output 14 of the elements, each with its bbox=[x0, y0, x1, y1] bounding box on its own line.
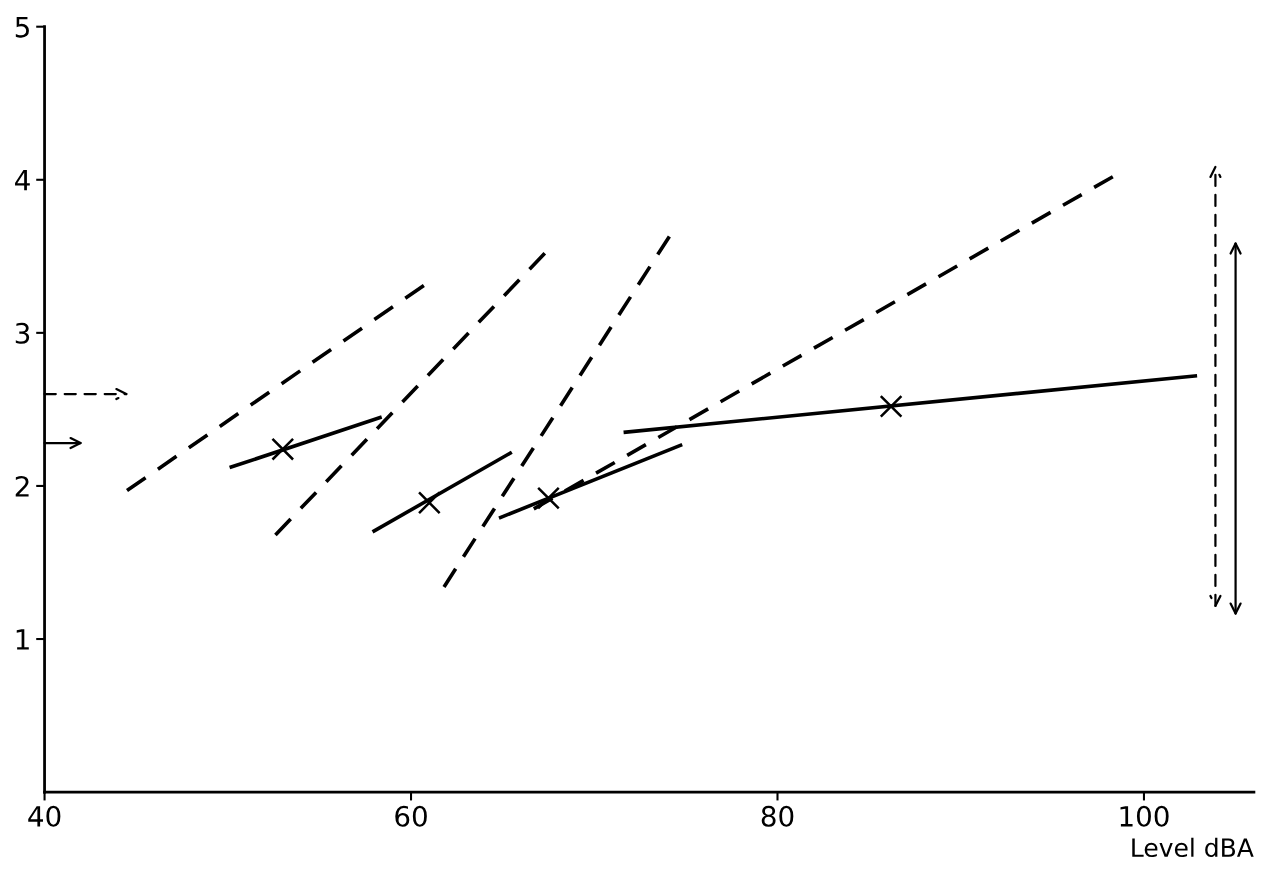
y-tick-label: 4 bbox=[15, 170, 30, 191]
point bbox=[536, 486, 560, 510]
y-tick-label: 3 bbox=[15, 322, 30, 344]
y-tick-label: 5 bbox=[15, 17, 29, 38]
x-axis-title: Level dBA bbox=[1132, 837, 1254, 858]
point bbox=[879, 394, 903, 418]
x-tick-label: 40 bbox=[28, 805, 61, 827]
x-tick-label: 100 bbox=[1120, 805, 1169, 827]
point bbox=[271, 437, 295, 461]
point bbox=[417, 491, 441, 515]
y-tick-label: 2 bbox=[15, 475, 29, 497]
x-tick-label: 80 bbox=[761, 805, 794, 827]
x-tick-label: 60 bbox=[395, 805, 427, 827]
y-tick-label: 1 bbox=[16, 629, 29, 650]
